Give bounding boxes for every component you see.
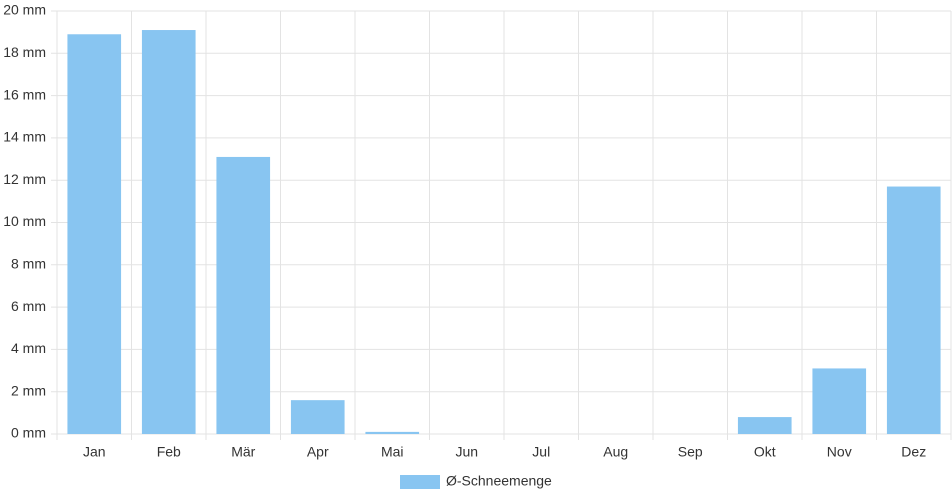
bar bbox=[141, 30, 196, 434]
x-tick-label: Feb bbox=[157, 444, 181, 460]
y-tick-label: 20 mm bbox=[3, 2, 46, 18]
x-tick-label: Mär bbox=[231, 444, 255, 460]
x-tick-label: Dez bbox=[901, 444, 926, 460]
x-tick-label: Mai bbox=[381, 444, 404, 460]
bar bbox=[67, 34, 122, 434]
x-tick-label: Jul bbox=[532, 444, 550, 460]
y-tick-label: 14 mm bbox=[3, 129, 46, 145]
bar bbox=[737, 417, 792, 434]
bar bbox=[365, 431, 420, 434]
x-tick-label: Okt bbox=[754, 444, 776, 460]
y-tick-label: 16 mm bbox=[3, 86, 46, 102]
y-tick-label: 4 mm bbox=[11, 340, 46, 356]
x-tick-label: Jun bbox=[455, 444, 478, 460]
x-tick-label: Jan bbox=[83, 444, 106, 460]
bar bbox=[290, 400, 345, 434]
y-tick-label: 12 mm bbox=[3, 171, 46, 187]
legend-label: Ø-Schneemenge bbox=[446, 473, 552, 489]
y-tick-label: 8 mm bbox=[11, 256, 46, 272]
bar bbox=[812, 368, 867, 434]
bar bbox=[216, 156, 271, 434]
x-tick-label: Apr bbox=[307, 444, 329, 460]
legend-swatch bbox=[400, 475, 440, 489]
bar bbox=[886, 186, 941, 434]
x-tick-label: Aug bbox=[603, 444, 628, 460]
y-tick-label: 18 mm bbox=[3, 44, 46, 60]
x-tick-label: Nov bbox=[827, 444, 852, 460]
y-tick-label: 10 mm bbox=[3, 213, 46, 229]
x-tick-label: Sep bbox=[678, 444, 703, 460]
y-tick-label: 2 mm bbox=[11, 382, 46, 398]
y-tick-label: 0 mm bbox=[11, 425, 46, 441]
y-tick-label: 6 mm bbox=[11, 298, 46, 314]
